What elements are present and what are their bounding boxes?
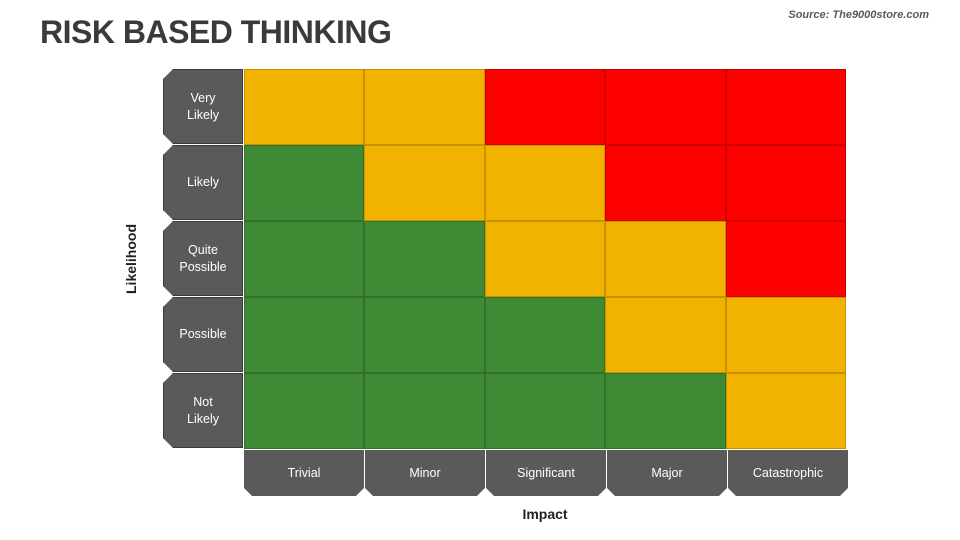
risk-cell-red: [605, 69, 726, 145]
risk-cell-green: [364, 221, 485, 297]
impact-catastrophic: Catastrophic: [728, 450, 848, 496]
source-credit: Source: The9000store.com: [788, 9, 929, 21]
likelihood-likely: Likely: [163, 145, 243, 220]
risk-cell-amber: [244, 69, 365, 145]
risk-cell-green: [244, 145, 365, 221]
risk-cell-green: [364, 297, 485, 373]
risk-cell-green: [244, 373, 365, 449]
risk-cell-red: [484, 69, 606, 145]
impact-minor: Minor: [365, 450, 485, 496]
likelihood-quite-possible: Quite Possible: [163, 221, 243, 296]
risk-matrix: [244, 69, 846, 449]
risk-cell-amber: [484, 221, 606, 297]
risk-cell-green: [484, 373, 606, 449]
page-title: RISK BASED THINKING: [40, 14, 392, 50]
risk-cell-green: [484, 297, 606, 373]
risk-cell-red: [725, 221, 846, 297]
impact-major: Major: [607, 450, 727, 496]
y-axis-label: Likelihood: [123, 224, 139, 294]
likelihood-not-likely: Not Likely: [163, 373, 243, 448]
risk-cell-amber: [725, 297, 846, 373]
risk-cell-green: [244, 297, 365, 373]
risk-cell-green: [244, 221, 365, 297]
risk-cell-green: [605, 373, 726, 449]
risk-cell-amber: [484, 145, 606, 221]
risk-cell-green: [364, 373, 485, 449]
risk-cell-amber: [364, 145, 485, 221]
impact-trivial: Trivial: [244, 450, 364, 496]
x-axis-label: Impact: [522, 506, 568, 522]
likelihood-very-likely: Very Likely: [163, 69, 243, 144]
risk-cell-red: [605, 145, 726, 221]
risk-cell-red: [725, 145, 846, 221]
risk-cell-amber: [605, 221, 726, 297]
impact-significant: Significant: [486, 450, 606, 496]
risk-cell-amber: [725, 373, 846, 449]
risk-cell-red: [725, 69, 846, 145]
risk-cell-amber: [364, 69, 485, 145]
likelihood-possible: Possible: [163, 297, 243, 372]
risk-cell-amber: [605, 297, 726, 373]
